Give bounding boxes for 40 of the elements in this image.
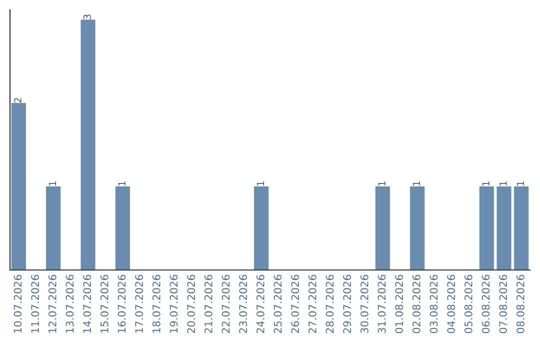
x-tick-label: 27.07.2026 — [308, 274, 316, 334]
x-tick-label: 04.08.2026 — [447, 274, 456, 334]
x-tick-label: 08.08.2026 — [516, 274, 524, 334]
data-label: 1 — [500, 181, 507, 186]
x-tick-label: 14.07.2026 — [83, 274, 92, 333]
data-label: 1 — [378, 181, 386, 186]
data-label: 3 — [83, 14, 91, 20]
x-tick-label: 06.08.2026 — [482, 274, 490, 334]
x-tick-label: 22.07.2026 — [222, 274, 230, 334]
x-tick-label: 01.08.2026 — [395, 274, 404, 334]
x-tick-label: 11.07.2026 — [31, 274, 40, 333]
x-tick-label: 03.08.2026 — [430, 274, 438, 334]
data-label: 1 — [118, 181, 126, 186]
x-tick-label: 23.07.2026 — [239, 274, 248, 334]
x-tick-label: 12.07.2026 — [48, 274, 56, 333]
x-tick-label: 30.07.2026 — [360, 274, 368, 334]
data-label: 1 — [256, 181, 264, 186]
x-tick-label: 31.07.2026 — [378, 274, 386, 334]
x-tick-label: 07.08.2026 — [499, 274, 508, 334]
data-label: 1 — [412, 181, 420, 186]
x-tick-label: 28.07.2026 — [326, 274, 334, 334]
data-label: 2 — [14, 98, 22, 103]
x-tick-label: 13.07.2026 — [66, 274, 74, 333]
x-tick-label: 10.07.2026 — [14, 274, 22, 333]
x-tick-label: 24.07.2026 — [256, 274, 264, 334]
x-tick-label: 18.07.2026 — [152, 274, 160, 333]
data-label: 1 — [48, 181, 56, 186]
x-tick-label: 15.07.2026 — [100, 274, 108, 333]
x-tick-label: 29.07.2026 — [343, 274, 352, 334]
x-tick-label: 02.08.2026 — [412, 274, 420, 334]
x-tick-label: 25.07.2026 — [274, 274, 282, 334]
data-label: 1 — [516, 181, 524, 186]
x-tick-label: 05.08.2026 — [464, 274, 472, 334]
x-tick-label: 19.07.2026 — [170, 274, 178, 333]
x-tick-label: 20.07.2026 — [187, 274, 196, 334]
data-label: 1 — [482, 181, 490, 186]
x-tick-label: 16.07.2026 — [118, 274, 126, 333]
x-tick-label: 21.07.2026 — [204, 274, 212, 334]
x-tick-label: 17.07.2026 — [135, 274, 144, 333]
x-tick-label: 26.07.2026 — [291, 274, 300, 334]
